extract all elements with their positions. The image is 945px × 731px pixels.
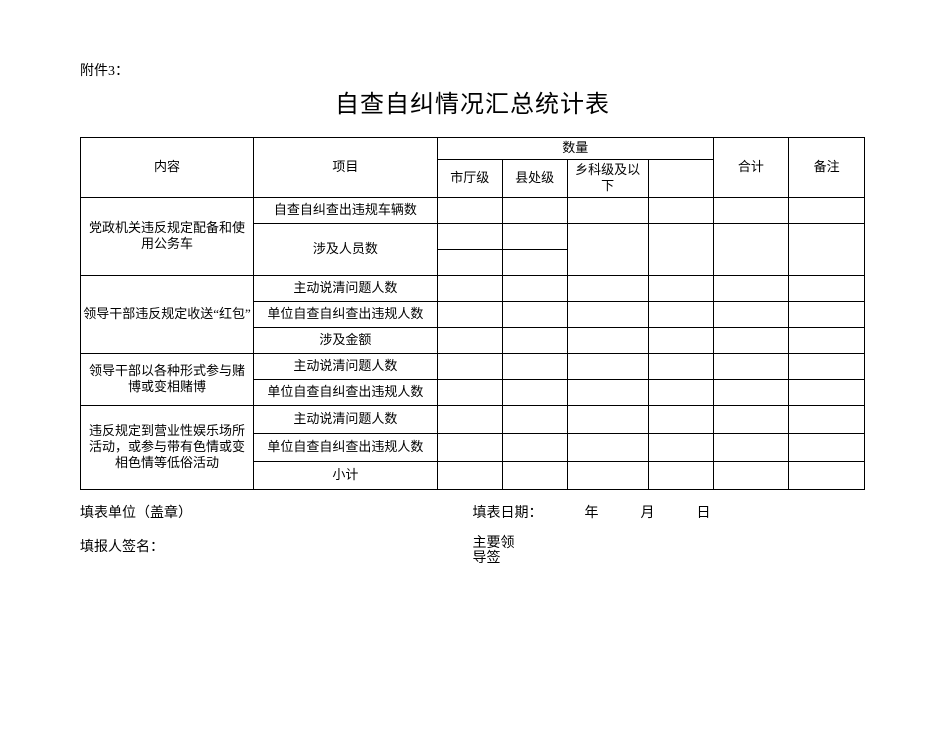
cell xyxy=(648,301,713,327)
col-sub2: 县处级 xyxy=(502,160,567,198)
attachment-prefix: 附件3： xyxy=(80,60,865,80)
cell xyxy=(502,379,567,405)
cell xyxy=(648,405,713,433)
item-label: 主动说清问题人数 xyxy=(254,405,438,433)
cell xyxy=(437,379,502,405)
cell xyxy=(789,379,865,405)
section-content: 违反规定到营业性娱乐场所活动，或参与带有色情或变相色情等低俗活动 xyxy=(81,405,254,489)
cell xyxy=(648,197,713,223)
cell xyxy=(789,433,865,461)
summary-table: 内容 项目 数量 合计 备注 市厅级 县处级 乡科级及以下 党政机关违反规定配备… xyxy=(80,137,865,490)
cell xyxy=(648,275,713,301)
reporter-label: 填报人签名： xyxy=(80,536,473,567)
cell xyxy=(648,327,713,353)
col-item: 项目 xyxy=(254,138,438,198)
cell xyxy=(567,353,648,379)
cell xyxy=(567,301,648,327)
date-label: 填表日期： xyxy=(473,506,543,521)
cell xyxy=(437,461,502,489)
cell xyxy=(713,405,789,433)
cell xyxy=(502,223,567,249)
cell xyxy=(502,327,567,353)
month-label: 月 xyxy=(641,506,655,521)
col-sub1: 市厅级 xyxy=(437,160,502,198)
cell xyxy=(567,197,648,223)
cell xyxy=(789,327,865,353)
item-label: 主动说清问题人数 xyxy=(254,353,438,379)
document-page: 附件3： 自查自纠情况汇总统计表 内容 项目 数量 合计 备注 市厅级 县处级 … xyxy=(0,0,945,566)
cell xyxy=(567,461,648,489)
cell xyxy=(437,353,502,379)
cell xyxy=(567,379,648,405)
cell xyxy=(567,223,648,275)
col-content: 内容 xyxy=(81,138,254,198)
cell xyxy=(437,197,502,223)
section-content: 领导干部以各种形式参与赌博或变相赌博 xyxy=(81,353,254,405)
cell xyxy=(437,433,502,461)
item-label: 自查自纠查出违规车辆数 xyxy=(254,197,438,223)
cell xyxy=(648,223,713,275)
cell xyxy=(502,353,567,379)
item-label: 单位自查自纠查出违规人数 xyxy=(254,379,438,405)
cell xyxy=(502,275,567,301)
cell xyxy=(789,461,865,489)
cell xyxy=(567,405,648,433)
cell xyxy=(437,275,502,301)
cell xyxy=(789,353,865,379)
cell xyxy=(648,433,713,461)
cell xyxy=(502,197,567,223)
cell xyxy=(713,433,789,461)
cell xyxy=(437,327,502,353)
year-label: 年 xyxy=(585,506,599,521)
col-sub4 xyxy=(648,160,713,198)
cell xyxy=(648,379,713,405)
cell xyxy=(789,275,865,301)
section-content: 党政机关违反规定配备和使用公务车 xyxy=(81,197,254,275)
col-quantity: 数量 xyxy=(437,138,713,160)
cell xyxy=(648,353,713,379)
cell xyxy=(713,197,789,223)
cell xyxy=(713,353,789,379)
item-label: 主动说清问题人数 xyxy=(254,275,438,301)
cell xyxy=(567,433,648,461)
cell xyxy=(648,461,713,489)
cell xyxy=(567,275,648,301)
cell xyxy=(713,223,789,275)
cell xyxy=(437,223,502,249)
cell xyxy=(713,301,789,327)
cell xyxy=(502,461,567,489)
col-total: 合计 xyxy=(713,138,789,198)
cell xyxy=(502,249,567,275)
cell xyxy=(437,405,502,433)
leader-label: 主要领导签 xyxy=(473,536,518,567)
cell xyxy=(502,301,567,327)
cell xyxy=(713,461,789,489)
item-label: 单位自查自纠查出违规人数 xyxy=(254,433,438,461)
cell xyxy=(789,223,865,275)
col-remark: 备注 xyxy=(789,138,865,198)
cell xyxy=(437,301,502,327)
section-content: 领导干部违反规定收送“红包” xyxy=(81,275,254,353)
document-title: 自查自纠情况汇总统计表 xyxy=(80,84,865,119)
cell xyxy=(437,249,502,275)
day-label: 日 xyxy=(697,506,711,521)
item-label: 涉及金额 xyxy=(254,327,438,353)
cell xyxy=(567,327,648,353)
cell xyxy=(502,405,567,433)
cell xyxy=(789,197,865,223)
item-label: 小计 xyxy=(254,461,438,489)
cell xyxy=(713,275,789,301)
unit-label: 填表单位（盖章） xyxy=(80,502,473,522)
item-label: 单位自查自纠查出违规人数 xyxy=(254,301,438,327)
cell xyxy=(713,379,789,405)
leader-label-wrap: 主要领导签 xyxy=(473,536,866,567)
date-line: 填表日期： 年 月 日 xyxy=(473,502,866,522)
item-label: 涉及人员数 xyxy=(254,223,438,275)
footer-block: 填表单位（盖章） 填表日期： 年 月 日 填报人签名： 主要领导签 xyxy=(80,502,865,567)
cell xyxy=(502,433,567,461)
cell xyxy=(789,405,865,433)
cell xyxy=(789,301,865,327)
col-sub3: 乡科级及以下 xyxy=(567,160,648,198)
cell xyxy=(713,327,789,353)
